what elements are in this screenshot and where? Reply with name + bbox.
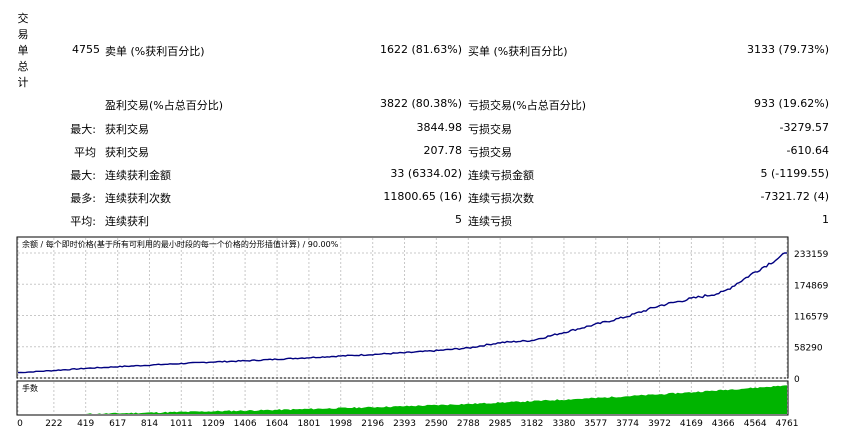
stat-row-left-label: 获利交易 <box>105 146 149 159</box>
lots-area <box>18 385 787 414</box>
vertical-char: 易 <box>17 28 29 41</box>
stat-row-prefix: 平均 <box>74 146 96 159</box>
stat-row-prefix: 平均: <box>70 215 96 228</box>
x-tick-label: 4366 <box>712 419 735 429</box>
balance-y-ticks: 233159 174869 116579 58290 0 <box>794 250 829 385</box>
x-tick-label: 1011 <box>170 419 193 429</box>
vertical-char: 计 <box>17 76 29 89</box>
stat-row-left-value: 3844.98 <box>416 121 463 134</box>
stat-row-prefix: 最大: <box>70 169 96 182</box>
stat-row-left-value: 207.78 <box>423 144 463 157</box>
balance-y-tick-label: 0 <box>794 375 800 385</box>
stat-row-left-label: 连续获利金额 <box>105 169 171 182</box>
x-tick-label: 2590 <box>425 419 448 429</box>
x-tick-label: 2788 <box>457 419 480 429</box>
balance-y-tick-label: 58290 <box>794 344 823 354</box>
buy-trades-label: 买单 (%获利百分比) <box>468 45 568 58</box>
x-tick-label: 1998 <box>329 419 352 429</box>
balance-series <box>17 252 788 374</box>
lots-chart-title: 手数 <box>22 383 38 393</box>
x-tick-label: 814 <box>141 419 158 429</box>
stat-row-right-value: 1 <box>822 213 829 226</box>
stat-row-right-label: 连续亏损金额 <box>468 169 534 182</box>
loss-trades-label: 亏损交易(%占总百分比) <box>468 99 587 112</box>
stat-row-right-label: 亏损交易 <box>468 123 512 136</box>
sell-trades-value: 1622 (81.63%) <box>379 43 462 56</box>
balance-y-tick-label: 174869 <box>794 281 829 291</box>
stat-row-right-value: -610.64 <box>786 144 829 157</box>
stat-row-left-value: 33 (6334.02) <box>390 167 462 180</box>
vertical-char: 单 <box>17 44 29 57</box>
x-tick-label: 3774 <box>616 419 639 429</box>
total-trades-value: 4755 <box>72 43 100 56</box>
x-tick-label: 2393 <box>393 419 416 429</box>
stat-row-right-label: 连续亏损 <box>468 215 512 228</box>
profit-trades-value: 3822 (80.38%) <box>379 97 462 110</box>
x-tick-label: 0 <box>17 419 23 429</box>
balance-chart-title: 余额 / 每个即时价格(基于所有可利用的最小时段的每一个价格的分形插值计算) /… <box>22 239 339 249</box>
stat-row-right-value: 5 (-1199.55) <box>760 167 829 180</box>
x-tick-label: 1209 <box>202 419 225 429</box>
balance-chart: 余额 / 每个即时价格(基于所有可利用的最小时段的每一个价格的分形插值计算) /… <box>16 236 829 385</box>
trade-summary-vertical-label: 交 易 单 总 计 <box>16 11 30 91</box>
x-tick-label: 3380 <box>552 419 575 429</box>
x-tick-label: 222 <box>45 419 62 429</box>
stat-row-left-value: 5 <box>455 213 462 226</box>
x-axis-ticks: 0 222 419 617 814 1011 1209 1406 1604 1801 1998 219… <box>17 419 798 429</box>
x-tick-label: 4169 <box>680 419 703 429</box>
stat-row-left-label: 连续获利 <box>105 215 149 228</box>
x-tick-label: 2196 <box>361 419 384 429</box>
lots-chart: 手数 <box>16 380 789 416</box>
stat-row-prefix: 最多: <box>70 192 96 205</box>
x-tick-label: 1801 <box>297 419 320 429</box>
vertical-char: 总 <box>17 60 29 73</box>
stat-row-prefix: 最大: <box>70 123 96 136</box>
buy-trades-value: 3133 (79.73%) <box>746 43 829 56</box>
balance-chart-grid <box>17 238 788 379</box>
balance-chart-frame <box>16 236 789 379</box>
x-tick-label: 3577 <box>584 419 607 429</box>
x-tick-label: 2985 <box>489 419 512 429</box>
loss-trades-value: 933 (19.62%) <box>753 97 829 110</box>
x-tick-label: 3182 <box>521 419 544 429</box>
x-tick-label: 3972 <box>648 419 671 429</box>
x-tick-label: 1604 <box>266 419 289 429</box>
sell-trades-label: 卖单 (%获利百分比) <box>105 45 205 58</box>
stat-row-left-label: 连续获利次数 <box>105 192 171 205</box>
stat-row-right-value: -7321.72 (4) <box>760 190 829 203</box>
balance-y-tick-label: 116579 <box>794 313 829 323</box>
stat-row-right-value: -3279.57 <box>779 121 829 134</box>
profit-trades-label: 盈利交易(%占总百分比) <box>105 99 224 112</box>
balance-line <box>17 252 788 374</box>
x-tick-label: 1406 <box>234 419 257 429</box>
stat-row-right-label: 亏损交易 <box>468 146 512 159</box>
x-tick-label: 4761 <box>776 419 799 429</box>
x-tick-label: 617 <box>109 419 126 429</box>
stat-row-right-label: 连续亏损次数 <box>468 192 534 205</box>
stat-row-left-value: 11800.65 (16) <box>383 190 462 203</box>
vertical-char: 交 <box>17 12 29 25</box>
x-tick-label: 4564 <box>744 419 767 429</box>
stat-row-left-label: 获利交易 <box>105 123 149 136</box>
balance-y-tick-label: 233159 <box>794 250 829 260</box>
lots-series <box>18 385 787 414</box>
x-tick-label: 419 <box>77 419 94 429</box>
